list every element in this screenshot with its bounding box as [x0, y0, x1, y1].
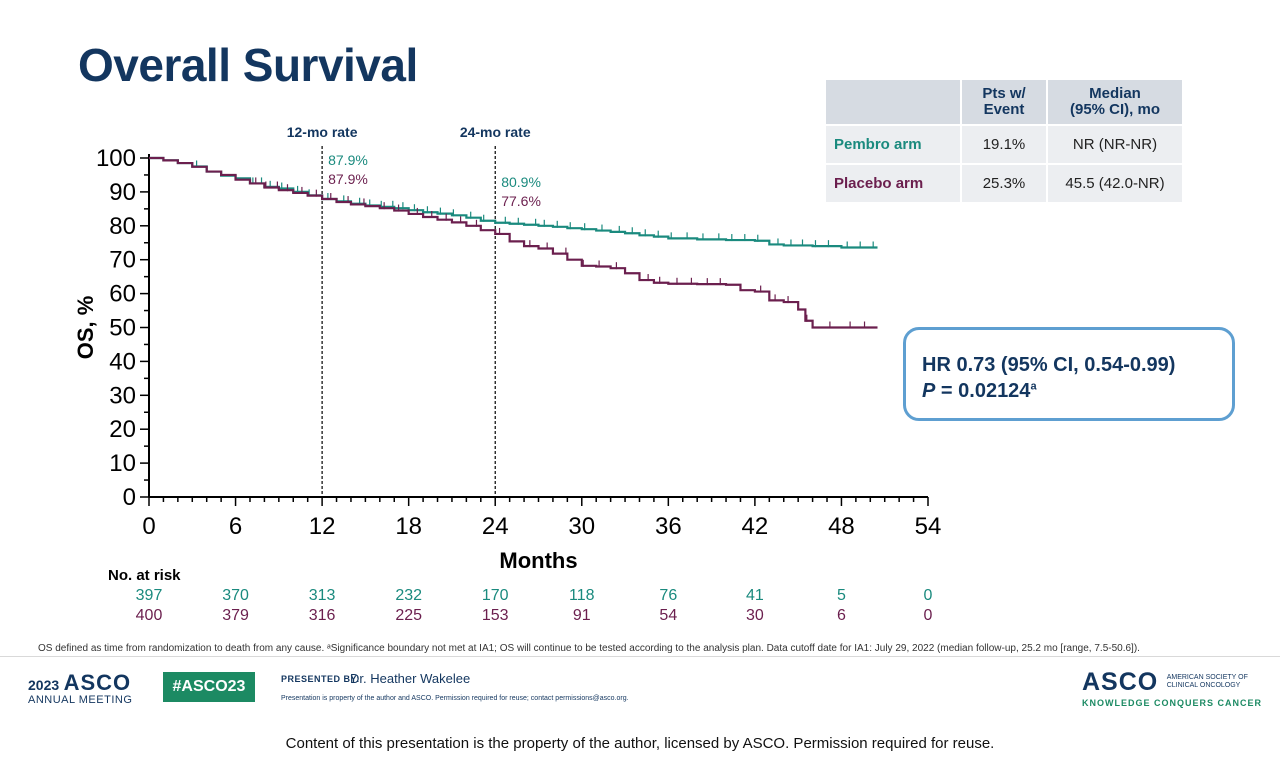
- x-tick-label: 48: [828, 513, 855, 540]
- presenter-name: Dr. Heather Wakelee: [350, 671, 471, 686]
- x-tick-label: 12: [309, 513, 336, 540]
- y-tick-label: 20: [109, 416, 136, 443]
- presented-by-label: PRESENTED BY:: [281, 674, 360, 684]
- org-tagline: KNOWLEDGE CONQUERS CANCER: [1082, 698, 1263, 708]
- at-risk-pembro: 397: [136, 587, 163, 604]
- y-tick-label: 50: [109, 315, 136, 342]
- at-risk-placebo: 30: [746, 607, 764, 624]
- x-tick-label: 30: [568, 513, 595, 540]
- y-axis-label: OS, %: [73, 296, 98, 360]
- arm-label-pembro: Pembro arm: [826, 126, 960, 163]
- bottom-note: Content of this presentation is the prop…: [285, 735, 995, 752]
- at-risk-pembro: 118: [569, 587, 595, 604]
- y-tick-label: 100: [96, 145, 136, 172]
- km-curve-placebo: [149, 156, 878, 329]
- reference-label-12mo: 12-mo rate: [287, 124, 358, 140]
- hazard-ratio-text: HR 0.73 (95% CI, 0.54-0.99): [922, 354, 1176, 376]
- y-tick-label: 0: [123, 484, 136, 511]
- y-tick-label: 40: [109, 348, 136, 375]
- summary-table: Pts w/ Event Median (95% CI), mo Pembro …: [824, 78, 1184, 204]
- events-pembro: 19.1%: [962, 126, 1046, 163]
- at-risk-placebo: 91: [573, 607, 591, 624]
- median-placebo: 45.5 (42.0-NR): [1048, 165, 1182, 202]
- arm-label-placebo: Placebo arm: [826, 165, 960, 202]
- footer-divider: [0, 656, 1280, 657]
- asco-org-logo: ASCO AMERICAN SOCIETY OF CLINICAL ONCOLO…: [1082, 668, 1262, 708]
- org-name: AMERICAN SOCIETY OF CLINICAL ONCOLOGY: [1167, 674, 1248, 690]
- y-tick-label: 60: [109, 281, 136, 308]
- x-tick-label: 36: [655, 513, 682, 540]
- p-footnote-mark: a: [1030, 380, 1037, 393]
- at-risk-placebo: 153: [482, 607, 509, 624]
- y-tick-label: 30: [109, 382, 136, 409]
- at-risk-pembro: 232: [395, 587, 422, 604]
- at-risk-label: No. at risk: [108, 567, 181, 584]
- at-risk-pembro: 76: [659, 587, 677, 604]
- events-placebo: 25.3%: [962, 165, 1046, 202]
- x-axis-label: Months: [499, 548, 577, 573]
- at-risk-placebo: 400: [136, 607, 163, 624]
- median-pembro: NR (NR-NR): [1048, 126, 1182, 163]
- p-value-text: P = 0.02124a: [922, 380, 1037, 403]
- meeting-brand: ASCO: [63, 670, 132, 695]
- org-name-line1: AMERICAN SOCIETY OF: [1166, 674, 1248, 681]
- at-risk-placebo: 54: [659, 607, 677, 624]
- at-risk-pembro: 41: [746, 587, 764, 604]
- x-tick-label: 42: [742, 513, 769, 540]
- y-tick-label: 90: [109, 179, 136, 206]
- y-tick-label: 80: [109, 213, 136, 240]
- km-chart: 0 6 12 18 24 30 36 42 48 540102030405060708090100…: [73, 124, 942, 624]
- p-label: P: [922, 380, 936, 402]
- at-risk-pembro: 0: [924, 587, 933, 604]
- at-risk-placebo: 379: [222, 607, 249, 624]
- footnote: OS defined as time from randomization to…: [38, 643, 1140, 654]
- reference-label-24mo: 24-mo rate: [460, 124, 531, 140]
- summary-header-blank: [826, 80, 960, 124]
- property-notice-small: Presentation is property of the author a…: [281, 695, 629, 702]
- p-value: = 0.02124: [935, 380, 1031, 402]
- y-tick-label: 70: [109, 247, 136, 274]
- x-tick-label: 0: [142, 513, 155, 540]
- summary-row-pembro: Pembro arm 19.1% NR (NR-NR): [826, 126, 1182, 163]
- at-risk-placebo: 6: [837, 607, 846, 624]
- summary-header-events: Pts w/ Event: [962, 80, 1046, 124]
- org-brand: ASCO: [1082, 668, 1159, 696]
- meeting-year: 2023: [28, 677, 60, 693]
- at-risk-pembro: 5: [837, 587, 846, 604]
- at-risk-pembro: 370: [222, 587, 249, 604]
- slide-title: Overall Survival: [78, 39, 418, 91]
- rate-placebo-12mo: 87.9%: [328, 171, 368, 187]
- meeting-sub: ANNUAL MEETING: [28, 694, 133, 706]
- rate-placebo-24mo: 77.6%: [501, 193, 541, 209]
- at-risk-pembro: 313: [309, 587, 336, 604]
- at-risk-placebo: 0: [924, 607, 933, 624]
- events-header-line2: Event: [983, 101, 1025, 118]
- summary-header-row: Pts w/ Event Median (95% CI), mo: [826, 80, 1182, 124]
- at-risk-pembro: 170: [482, 587, 509, 604]
- y-tick-label: 10: [109, 450, 136, 477]
- hashtag-badge: #ASCO23: [163, 672, 255, 702]
- at-risk-placebo: 316: [309, 607, 336, 624]
- org-name-line2: CLINICAL ONCOLOGY: [1166, 682, 1241, 689]
- x-tick-label: 6: [229, 513, 242, 540]
- rate-pembro-12mo: 87.9%: [328, 152, 368, 168]
- rate-pembro-24mo: 80.9%: [501, 174, 541, 190]
- summary-header-median: Median (95% CI), mo: [1048, 80, 1182, 124]
- median-header-line2: (95% CI), mo: [1069, 101, 1160, 118]
- median-header-line1: Median: [1089, 85, 1141, 102]
- x-tick-label: 54: [915, 513, 942, 540]
- at-risk-placebo: 225: [395, 607, 422, 624]
- x-tick-label: 18: [395, 513, 422, 540]
- summary-row-placebo: Placebo arm 25.3% 45.5 (42.0-NR): [826, 165, 1182, 202]
- x-tick-label: 24: [482, 513, 509, 540]
- events-header-line1: Pts w/: [982, 85, 1026, 102]
- asco-meeting-logo: 2023 ASCO ANNUAL MEETING: [28, 670, 132, 706]
- hazard-ratio-box: HR 0.73 (95% CI, 0.54-0.99) P = 0.02124a: [903, 327, 1235, 421]
